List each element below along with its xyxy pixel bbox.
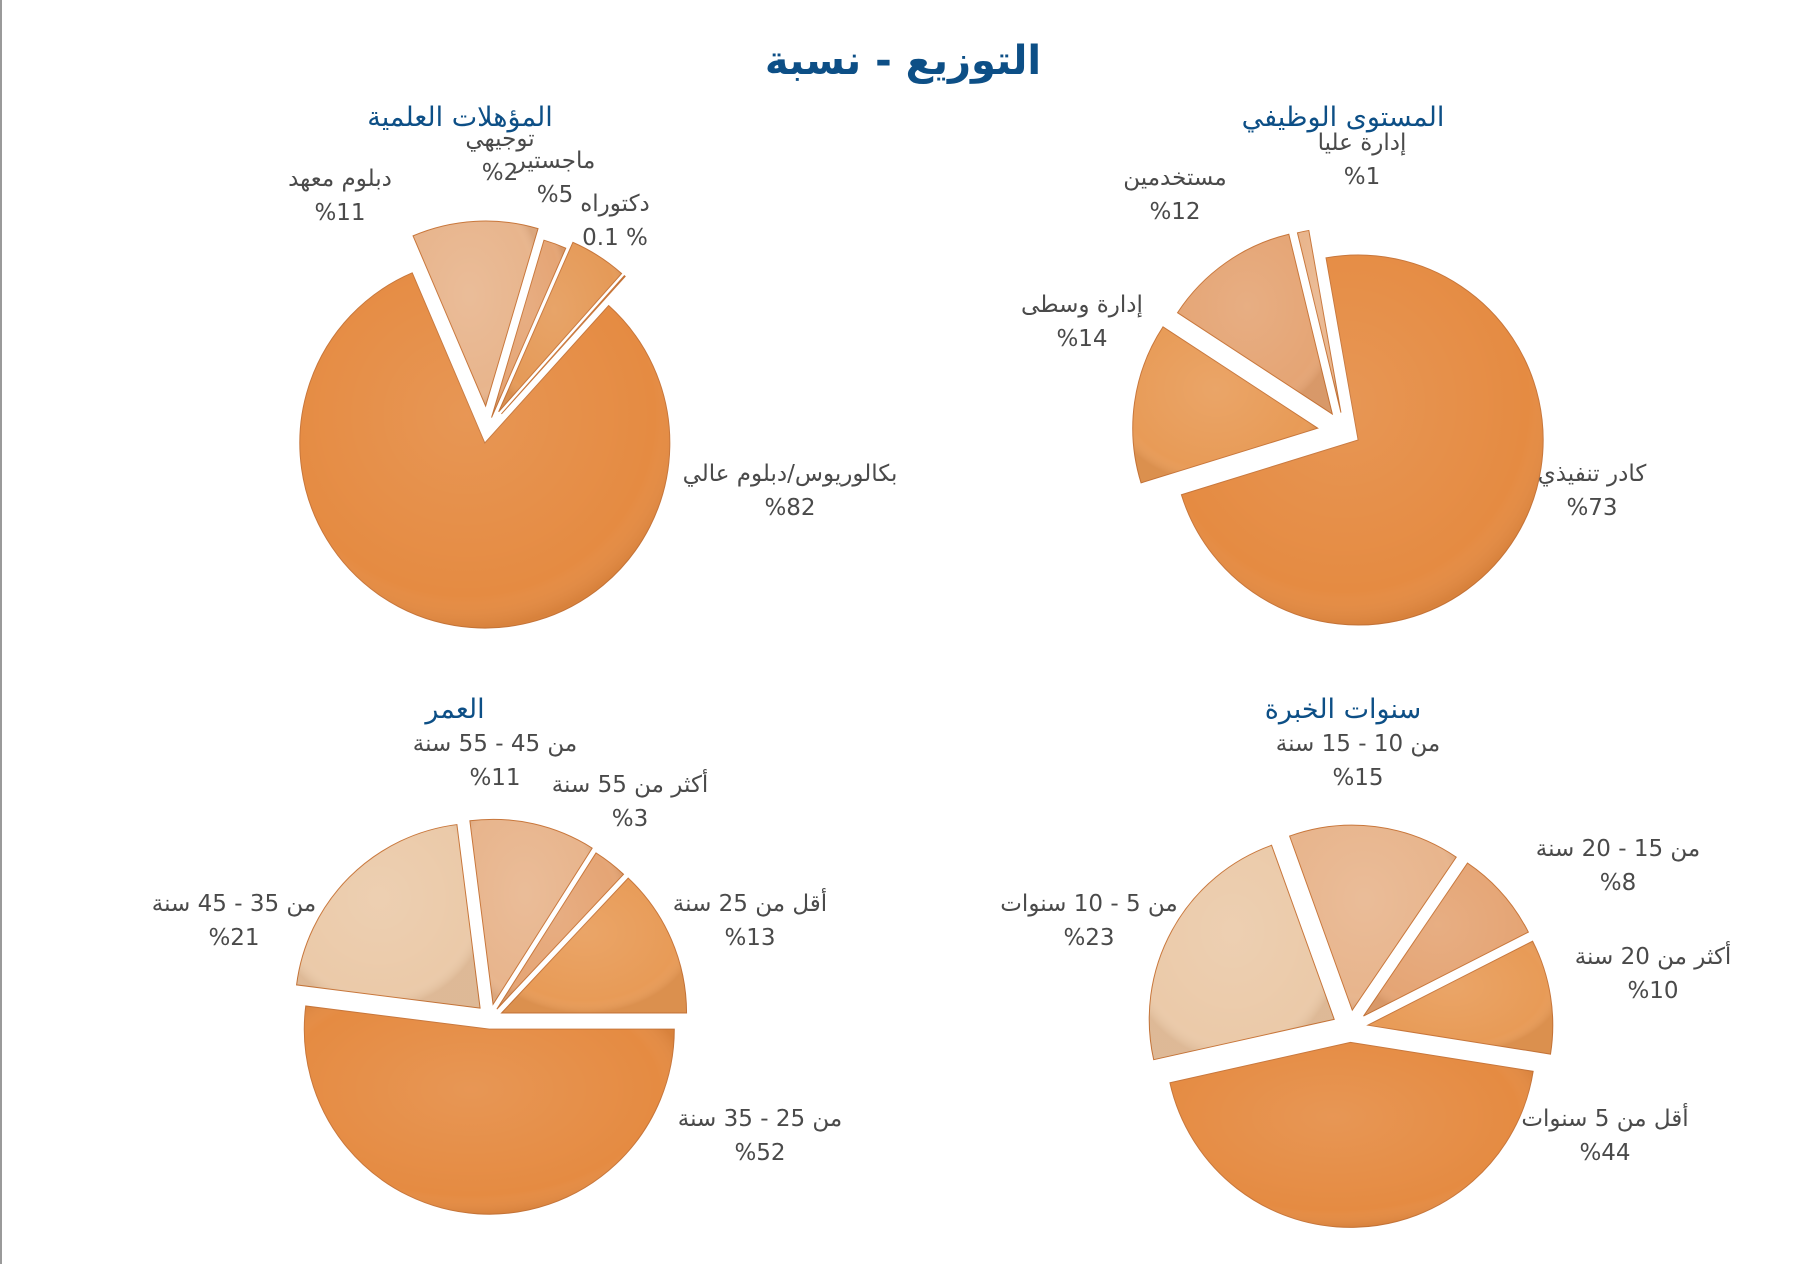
- pie-slice-shading: [1363, 863, 1529, 1017]
- slice-value-label: %21: [208, 925, 259, 951]
- slice-value-label: %1: [1344, 164, 1381, 190]
- slice-value-label: %3: [612, 806, 649, 832]
- chart-title: العمر: [423, 694, 484, 725]
- slice-label: أقل من 25 سنة: [673, 888, 827, 917]
- slice-value-label: %15: [1332, 765, 1383, 791]
- pie-slice-shading: [1132, 326, 1318, 483]
- pie-slice-shading: [469, 819, 593, 1005]
- pie-slice-shading: [1289, 825, 1457, 1011]
- slice-label: كادر تنفيذي: [1538, 461, 1647, 487]
- slice-value-label: %73: [1566, 495, 1617, 521]
- slice-label: من 35 - 45 سنة: [152, 891, 316, 917]
- slice-value-label: %8: [1600, 870, 1637, 896]
- slice-label: من 45 - 55 سنة: [413, 731, 577, 757]
- slice-label: توجيهي: [465, 126, 534, 152]
- slice-value-label: %11: [469, 765, 520, 791]
- chart-title: المستوى الوظيفي: [1242, 102, 1445, 133]
- slice-value-label: %5: [537, 182, 574, 208]
- pie-slice-shading: [491, 240, 566, 418]
- slice-value-label: %23: [1063, 925, 1114, 951]
- pie-slice-shading: [1169, 1042, 1534, 1228]
- slice-label: أقل من 5 سنوات: [1521, 1103, 1688, 1132]
- pie-chart-4: العمر من 25 - 35 سنة %52 من 35 - 45 سنة %21 م…: [152, 694, 842, 1215]
- pie-slice-shading: [496, 852, 624, 1010]
- slice-value-label: %11: [314, 200, 365, 226]
- slice-value-label: %82: [764, 495, 815, 521]
- pie-slice-shading: [1177, 234, 1333, 415]
- pie-slice-shading: [296, 824, 481, 1009]
- pie-slice-shading: [501, 275, 626, 414]
- slice-label: بكالوريوس/دبلوم عالي: [683, 461, 898, 487]
- page-left-border: [0, 0, 2, 1264]
- slice-value-label: %14: [1056, 326, 1107, 352]
- chart-title: سنوات الخبرة: [1265, 694, 1422, 725]
- slice-value-label: %52: [734, 1140, 785, 1166]
- pie-slice-shading: [413, 221, 539, 407]
- slice-label: من 5 - 10 سنوات: [1000, 891, 1177, 917]
- slice-label: دبلوم معهد: [288, 166, 392, 192]
- slice-value-label: %13: [724, 925, 775, 951]
- pie-slice-shading: [304, 1005, 675, 1215]
- slice-value-label: %44: [1579, 1140, 1630, 1166]
- slice-label: من 25 - 35 سنة: [678, 1106, 842, 1132]
- pie-slice-shading: [498, 242, 622, 412]
- slice-value-label: %2: [482, 160, 519, 186]
- pie-chart-2: المؤهلات العلمية بكالوريوس/دبلوم عالي %82 د…: [288, 102, 898, 629]
- slice-label: ماجستير: [514, 148, 596, 174]
- pie-slice-shading: [1181, 255, 1544, 626]
- slice-label: دكتوراه: [580, 191, 650, 217]
- slice-label: إدارة عليا: [1318, 130, 1407, 156]
- slice-label: من 10 - 15 سنة: [1276, 731, 1440, 757]
- pie-slice-shading: [1149, 845, 1335, 1060]
- pie-chart-1: المستوى الوظيفي كادر تنفيذي %73 إدارة وسطى%…: [1021, 102, 1647, 626]
- slice-value-label: % 0.1: [582, 225, 648, 251]
- pie-chart-3: سنوات الخبرة أقل من 5 سنوات %44 من 5 - 10 س…: [1000, 694, 1732, 1228]
- slice-label: من 15 - 20 سنة: [1536, 836, 1700, 862]
- pie-slice-shading: [1297, 230, 1341, 413]
- pie-slice-shading: [501, 878, 687, 1013]
- slice-label: مستخدمين: [1123, 165, 1226, 191]
- pie-slice-shading: [1367, 941, 1553, 1055]
- pie-slice-shading: [299, 272, 670, 629]
- slice-value-label: %12: [1149, 199, 1200, 225]
- slice-label: أكثر من 20 سنة: [1575, 941, 1732, 970]
- slice-value-label: %10: [1627, 978, 1678, 1004]
- slice-label: إدارة وسطى: [1021, 292, 1143, 318]
- chart-title: المؤهلات العلمية: [367, 102, 553, 133]
- slice-label: أكثر من 55 سنة: [552, 769, 709, 798]
- page-title: التوزيع - نسبة: [764, 38, 1042, 84]
